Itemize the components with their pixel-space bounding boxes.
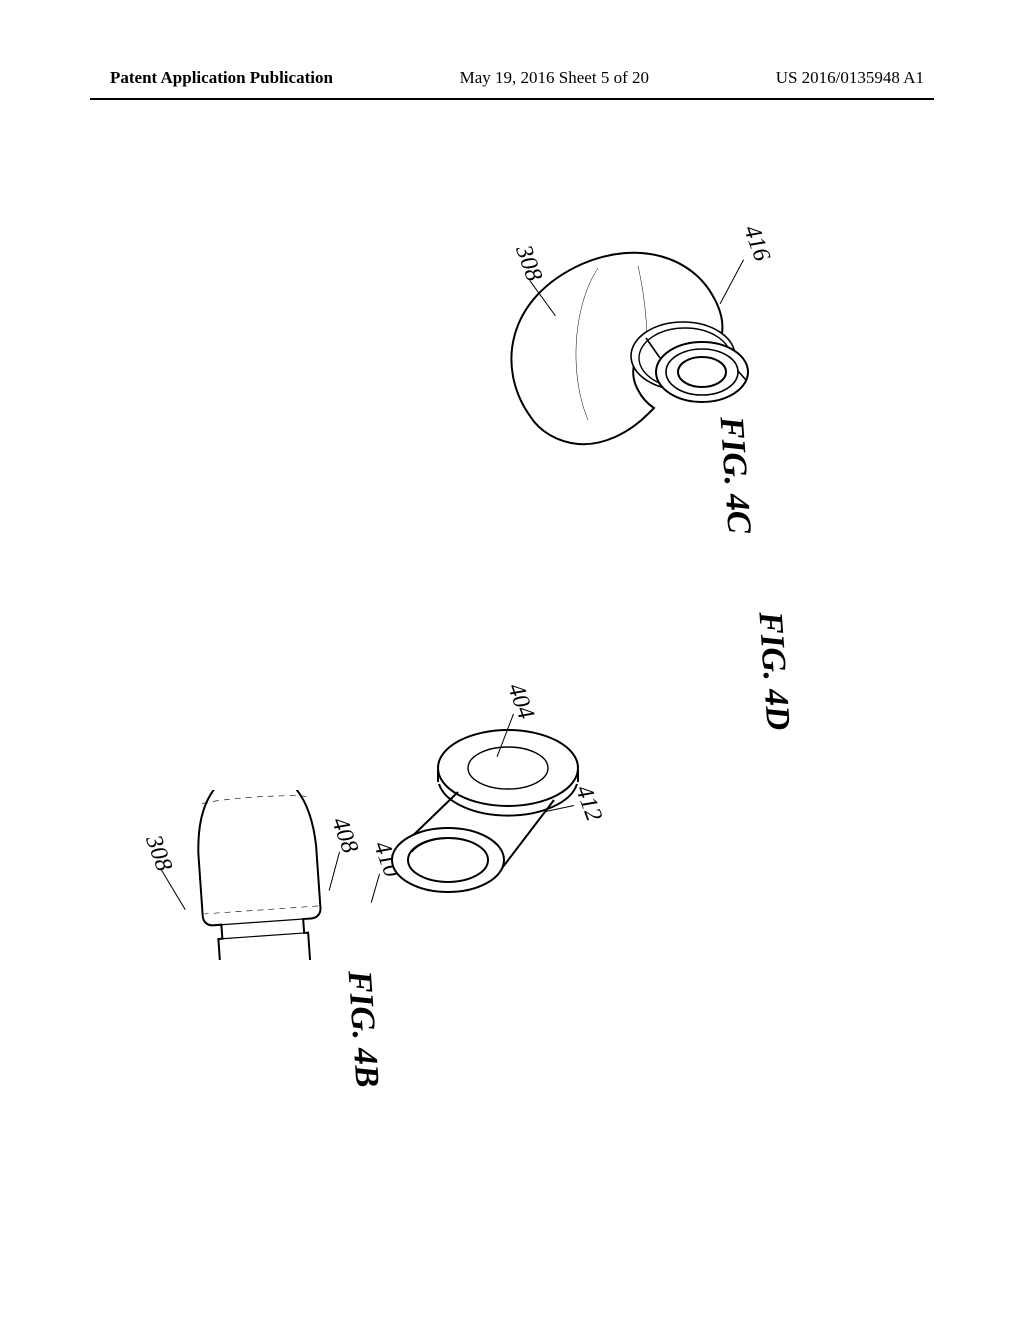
- fig-4b-label: FIG. 4B: [340, 969, 386, 1089]
- header-center: May 19, 2016 Sheet 5 of 20: [460, 68, 649, 88]
- header-left: Patent Application Publication: [110, 68, 333, 88]
- fig-4d-drawing: [330, 690, 600, 910]
- fig-4d-label: FIG. 4D: [750, 610, 796, 731]
- fig-4c-label: FIG. 4C: [712, 415, 758, 535]
- header-rule: [90, 98, 934, 100]
- page-header: Patent Application Publication May 19, 2…: [0, 68, 1024, 88]
- header-right: US 2016/0135948 A1: [776, 68, 924, 88]
- patent-page: Patent Application Publication May 19, 2…: [0, 0, 1024, 1320]
